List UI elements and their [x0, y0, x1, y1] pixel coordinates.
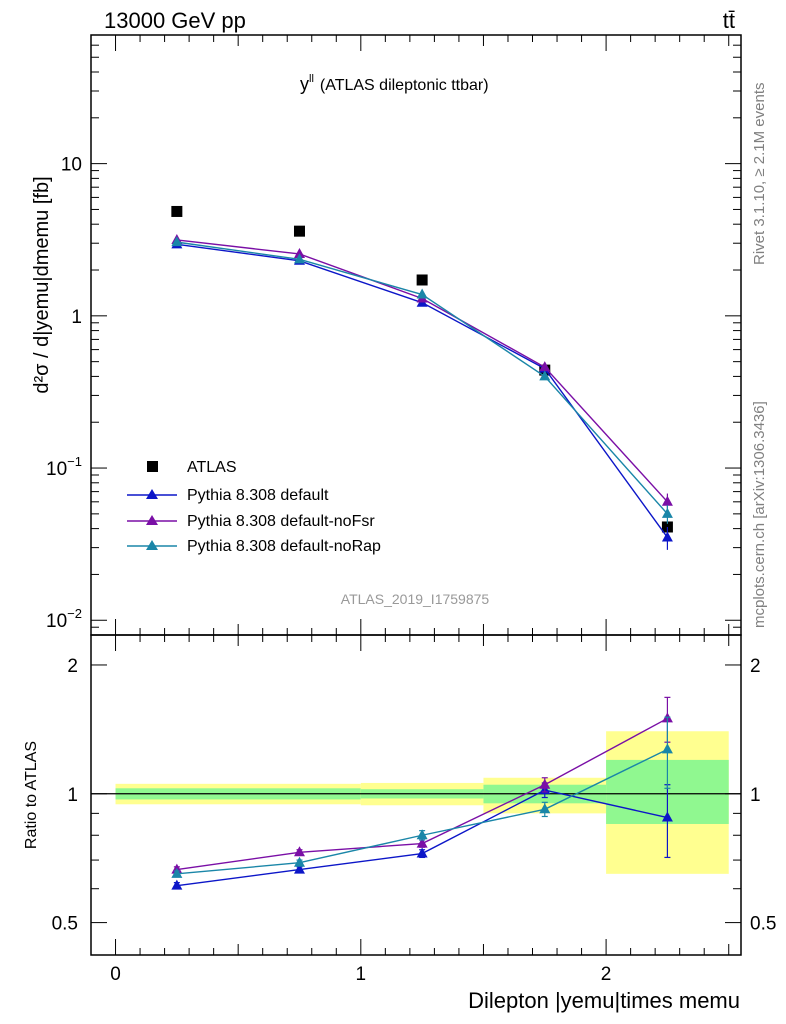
main-subtitle: (ATLAS dileptonic ttbar): [320, 77, 489, 94]
legend-label-nofsr: Pythia 8.308 default-noFsr: [187, 513, 375, 530]
legend-marker-atlas: [147, 461, 158, 472]
ratio-series: [171, 696, 673, 890]
ratio-point-0: [416, 847, 428, 858]
ratio-ytick-label-right: 0.5: [750, 914, 776, 935]
rivet-label: Rivet 3.1.10, ≥ 2.1M events: [751, 83, 768, 266]
main-ylabel: d²σ / d|yemu|dmemu [fb]: [31, 176, 53, 393]
ratio-ytick-label-left: 2: [67, 656, 78, 677]
main-title-base: y: [300, 74, 309, 94]
series-point-2: [293, 247, 305, 258]
main-ytick-exp: −2: [67, 606, 82, 621]
ratio-xtick-label: 1: [356, 964, 367, 985]
legend-marker-default: [146, 489, 158, 499]
ratio-point-0: [293, 863, 305, 874]
main-ytick-label: 10−1: [46, 454, 82, 480]
series-point-2: [661, 495, 673, 506]
main-ytick-label: 10−2: [46, 606, 82, 632]
ratio-ytick-label-right: 1: [750, 785, 761, 806]
ratio-ytick-label-left: 0.5: [52, 914, 78, 935]
series-point-2: [539, 361, 551, 372]
main-title: yll (ATLAS dileptonic ttbar): [300, 73, 489, 94]
series-point-1: [661, 531, 673, 542]
ratio-point-1: [293, 846, 305, 857]
ratio-point-1: [539, 778, 551, 789]
ratio-point-0: [661, 811, 673, 822]
atlas-point: [171, 205, 183, 217]
energy-label: 13000 GeV pp: [104, 8, 246, 33]
ratio-point-2: [539, 803, 551, 814]
main-title-sup: ll: [309, 73, 314, 85]
ratio-point-2: [661, 743, 673, 754]
atlas-point: [416, 274, 428, 286]
main-ytick-base: 10: [46, 611, 67, 632]
series-point-3: [293, 253, 305, 264]
legend-marker-nofsr: [146, 515, 158, 525]
main-ytick-label: 10: [61, 155, 82, 176]
ratio-point-0: [171, 879, 183, 890]
mcplots-label: mcplots.cern.ch [arXiv:1306.3436]: [751, 401, 768, 628]
ratio-xtick-label: 0: [110, 964, 121, 985]
analysis-id: ATLAS_2019_I1759875: [341, 591, 490, 607]
atlas-point: [293, 225, 305, 237]
main-ytick-base: 10: [46, 459, 67, 480]
series-point-3: [171, 236, 183, 247]
main-ytick-label: 1: [71, 307, 82, 328]
legend-label-atlas: ATLAS: [187, 459, 237, 476]
ratio-xlabel: Dilepton |yemu|times memu: [468, 988, 740, 1013]
ratio-point-1: [416, 837, 428, 848]
series-point-3: [661, 507, 673, 518]
ratio-xtick-label: 2: [601, 964, 612, 985]
ratio-ytick-label-right: 2: [750, 656, 761, 677]
main-ytick-exp: −1: [67, 454, 82, 469]
series-point-3: [539, 370, 551, 381]
legend-label-norap: Pythia 8.308 default-noRap: [187, 538, 381, 555]
legend-label-default: Pythia 8.308 default: [187, 487, 329, 504]
ratio-ticks: 0.5 0.5 1 1 2 2 0 1 2: [52, 635, 776, 985]
ratio-ytick-label-left: 1: [67, 785, 78, 806]
ratio-point-2: [416, 829, 428, 840]
series-point-3: [416, 288, 428, 299]
process-label: tt̄: [723, 8, 735, 33]
legend-marker-norap: [146, 540, 158, 550]
legend: ATLAS Pythia 8.308 default Pythia 8.308 …: [127, 459, 381, 555]
main-ytick-base: 10: [61, 155, 82, 176]
main-series: [171, 205, 673, 550]
ratio-ylabel: Ratio to ATLAS: [23, 741, 40, 849]
ratio-frame: [90, 634, 742, 956]
ratio-point-2: [293, 856, 305, 867]
ratio-panel: 0.5 0.5 1 1 2 2 0 1 2 Ratio to ATLAS Dilepton |y…: [23, 634, 776, 1013]
ratio-point-2: [171, 867, 183, 878]
main-ytick-base: 1: [71, 307, 82, 328]
